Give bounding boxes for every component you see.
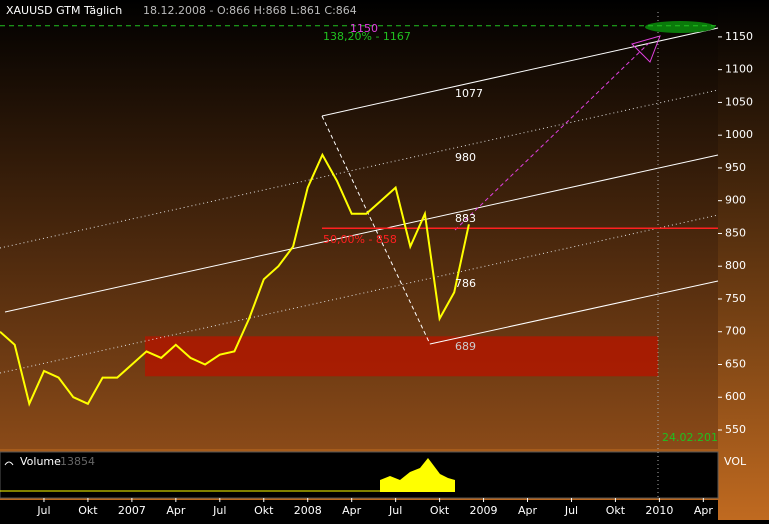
dotted-line: [0, 89, 719, 249]
level-label: 1150: [350, 22, 378, 35]
level-label: 883: [455, 212, 476, 225]
date-label: 24.02.201: [662, 431, 718, 444]
chart-subtitle: 18.12.2008 - O:866 H:868 L:861 C:864: [143, 4, 357, 17]
y-tick-label: 1100: [725, 63, 753, 76]
y-tick-label: 600: [725, 390, 746, 403]
support-zone: [145, 336, 658, 377]
chart-title: XAUUSD GTM Täglich: [6, 4, 122, 17]
x-tick-label: Okt: [606, 504, 626, 517]
x-tick-label: Jul: [36, 504, 50, 517]
volume-icon: [4, 461, 14, 466]
level-label: 689: [455, 340, 476, 353]
x-tick-label: 2010: [645, 504, 673, 517]
target-zone: [645, 21, 715, 33]
reference-label: 50,00% - 858: [323, 233, 397, 246]
y-tick-label: 750: [725, 292, 746, 305]
y-tick-label: 1150: [725, 30, 753, 43]
volume-bars: [380, 458, 455, 492]
plot-area: [0, 0, 718, 449]
level-label: 980: [455, 151, 476, 164]
y-tick-label: 850: [725, 226, 746, 239]
target-label: 138,20% - 1167: [323, 30, 411, 43]
x-tick-label: 2007: [118, 504, 146, 517]
x-tick-label: Okt: [254, 504, 274, 517]
y-tick-label: 950: [725, 161, 746, 174]
level-label: 786: [455, 277, 476, 290]
y-tick-label: 650: [725, 357, 746, 370]
x-tick-label: Apr: [166, 504, 186, 517]
price-line: [0, 152, 470, 407]
level-label: 1077: [455, 87, 483, 100]
volume-panel: [0, 451, 719, 499]
x-tick-label: Apr: [342, 504, 362, 517]
y-tick-label: 700: [725, 325, 746, 338]
y-tick-label: 1000: [725, 128, 753, 141]
x-tick-label: Okt: [430, 504, 450, 517]
x-tick-label: Jul: [564, 504, 578, 517]
median-line: [4, 154, 719, 313]
x-axis-area: [0, 500, 718, 520]
fork-base: [321, 115, 431, 345]
pitchfork: [0, 12, 719, 500]
dotted-line: [0, 214, 719, 374]
volume-last: 13854: [60, 455, 95, 468]
x-tick-label: Jul: [212, 504, 226, 517]
x-tick-label: 2008: [294, 504, 322, 517]
y-tick-label: 1050: [725, 95, 753, 108]
volume-title: Volume: [20, 455, 61, 468]
x-tick-label: Okt: [78, 504, 98, 517]
y-tick-label: 900: [725, 194, 746, 207]
y-tick-label: 550: [725, 423, 746, 436]
x-tick-label: Apr: [694, 504, 714, 517]
x-tick-label: 2009: [470, 504, 498, 517]
upper-line: [321, 27, 719, 117]
projection-arrow: [454, 41, 651, 231]
y-tick-label: 800: [725, 259, 746, 272]
x-tick-label: Apr: [518, 504, 538, 517]
lower-line: [429, 280, 719, 345]
arrow-head: [631, 35, 661, 63]
volume-axis-label: VOL: [724, 455, 747, 468]
x-tick-label: Jul: [388, 504, 402, 517]
